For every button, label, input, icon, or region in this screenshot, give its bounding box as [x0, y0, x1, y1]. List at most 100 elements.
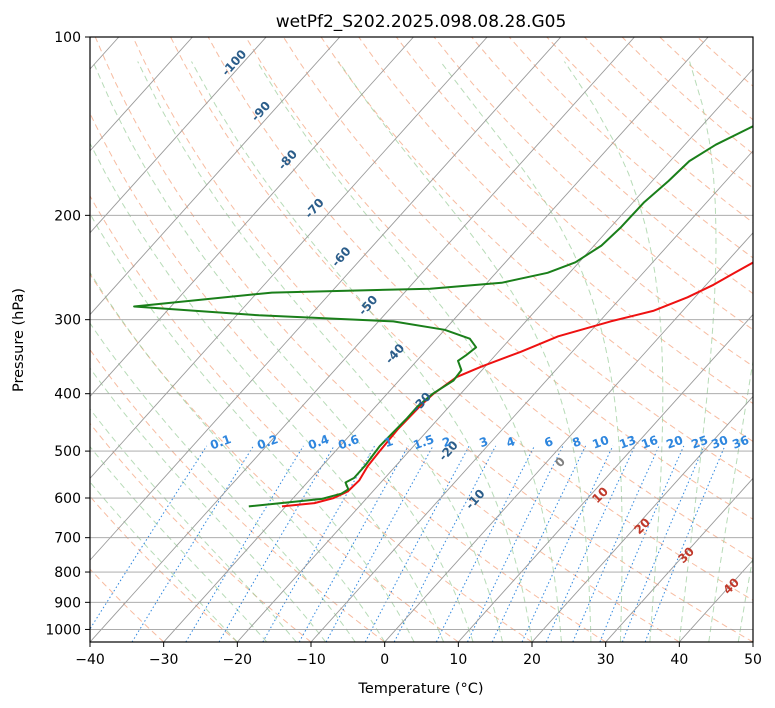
y-tick-label: 1000	[45, 622, 81, 638]
mixing-ratio-label: 10	[590, 433, 610, 452]
dry-adiabat	[132, 37, 753, 642]
isotherm	[752, 641, 753, 642]
dry-adiabat	[433, 37, 753, 331]
dewpoint-profile	[133, 125, 753, 508]
dry-adiabat-label: -100	[219, 47, 249, 79]
isotherm	[310, 150, 753, 642]
mixing-ratio-label: 8	[570, 434, 583, 450]
dry-adiabat	[90, 495, 238, 642]
moist-adiabat	[191, 61, 533, 642]
moist-adiabat	[737, 554, 753, 642]
mixing-ratio-label: 25	[689, 433, 709, 452]
y-tick-label: 200	[54, 208, 81, 224]
temperature-profile	[281, 261, 753, 508]
y-tick-label: 100	[54, 30, 81, 46]
y-tick-label: 700	[54, 531, 81, 547]
mixing-ratio-line	[262, 445, 376, 642]
mixing-ratio-label: 3	[477, 434, 490, 450]
y-tick-label: 500	[54, 444, 81, 460]
moist-adiabat-label: 40	[720, 575, 742, 597]
mixing-ratio-label: 6	[542, 434, 555, 450]
moist-adiabat-label: 10	[589, 484, 611, 506]
isotherm	[90, 37, 193, 152]
mixing-ratio-line	[545, 445, 636, 642]
moist-adiabat	[90, 322, 356, 642]
isotherm	[236, 68, 753, 642]
moist-adiabat	[90, 271, 386, 642]
y-tick-label: 900	[54, 595, 81, 611]
dry-adiabat	[358, 37, 753, 405]
dry-adiabat	[659, 37, 753, 121]
isotherm	[605, 477, 753, 642]
mixing-ratio-label: 0.6	[336, 432, 361, 452]
y-tick-label: 800	[54, 565, 81, 581]
y-axis-title: Pressure (hPa)	[11, 288, 27, 392]
y-axis: 1000 900 800 700 600 500 400 300 200 100	[45, 30, 90, 638]
mixing-ratio-line	[467, 445, 564, 642]
moist-adiabat	[338, 61, 592, 642]
x-tick-label: 40	[670, 652, 688, 668]
mixing-ratio-line	[572, 445, 660, 642]
moist-adiabat	[708, 358, 753, 642]
mixing-ratio-line	[393, 445, 497, 642]
moist-adiabat	[90, 445, 268, 642]
dry-adiabat	[90, 568, 165, 642]
mixing-ratio-line	[298, 445, 409, 642]
isotherm	[90, 37, 635, 642]
isotherm	[90, 37, 488, 480]
plot-frame	[89, 36, 754, 643]
x-tick-label: −30	[149, 652, 179, 668]
moist-adiabat	[90, 212, 415, 642]
mixing-ratio-label: 0.2	[255, 432, 280, 452]
x-tick-label: −10	[296, 652, 326, 668]
dry-adiabat-label: -50	[356, 293, 381, 318]
mixing-ratio-line	[325, 445, 434, 642]
mixing-ratio-label: 0.4	[306, 432, 331, 452]
mixing-ratio-label: 30	[709, 433, 729, 452]
mixing-ratio-label: 1.5	[411, 432, 436, 452]
mixing-ratio-line	[131, 445, 254, 642]
dry-adiabat	[245, 37, 753, 520]
isotherm	[90, 37, 562, 561]
y-tick-label: 600	[54, 491, 81, 507]
isotherm	[531, 395, 753, 642]
plot-area: -100-90-80-70-60-50-40-30-20-100.1 0.2 0.4…	[90, 37, 753, 642]
dry-adiabat-label: -60	[329, 244, 354, 269]
mixing-ratio-line	[185, 445, 304, 642]
x-tick-label: 30	[597, 652, 615, 668]
mixing-ratio-line	[90, 445, 208, 630]
moist-adiabat	[563, 61, 664, 642]
mixing-ratio-label: 36	[730, 433, 750, 452]
moist-adiabat	[137, 61, 503, 642]
mixing-ratio-line	[521, 445, 614, 642]
moist-adiabat	[90, 481, 238, 642]
isotherm	[384, 232, 753, 642]
chart-title: wetPf2_S202.2025.098.08.28.G05	[276, 12, 567, 32]
mixing-ratio-label: 20	[664, 433, 684, 452]
x-tick-label: −20	[223, 652, 253, 668]
isotherm	[163, 37, 709, 642]
dry-adiabat	[546, 37, 753, 224]
mixing-ratio-label: 4	[504, 434, 517, 450]
isotherm	[457, 313, 753, 642]
isotherm	[90, 37, 341, 316]
moist-adiabat	[90, 142, 445, 642]
dry-adiabat	[697, 37, 753, 87]
moist-adiabat	[90, 408, 297, 642]
dry-adiabat	[471, 37, 753, 295]
dry-adiabat-label: -80	[275, 147, 300, 172]
dry-adiabat-label: -70	[302, 196, 327, 221]
dry-adiabat	[282, 37, 753, 481]
moist-adiabat	[440, 61, 623, 642]
moist-adiabat	[256, 61, 562, 642]
mixing-ratio-line	[491, 445, 587, 642]
moist-adiabat-label: 0	[552, 454, 568, 470]
x-tick-label: 10	[449, 652, 467, 668]
dry-adiabat-label: -90	[248, 99, 273, 124]
x-tick-label: 0	[380, 652, 389, 668]
x-tick-label: 50	[744, 652, 762, 668]
mixing-ratio-line	[218, 445, 335, 642]
y-tick-label: 400	[54, 387, 81, 403]
mixing-ratio-label: 13	[617, 433, 637, 452]
